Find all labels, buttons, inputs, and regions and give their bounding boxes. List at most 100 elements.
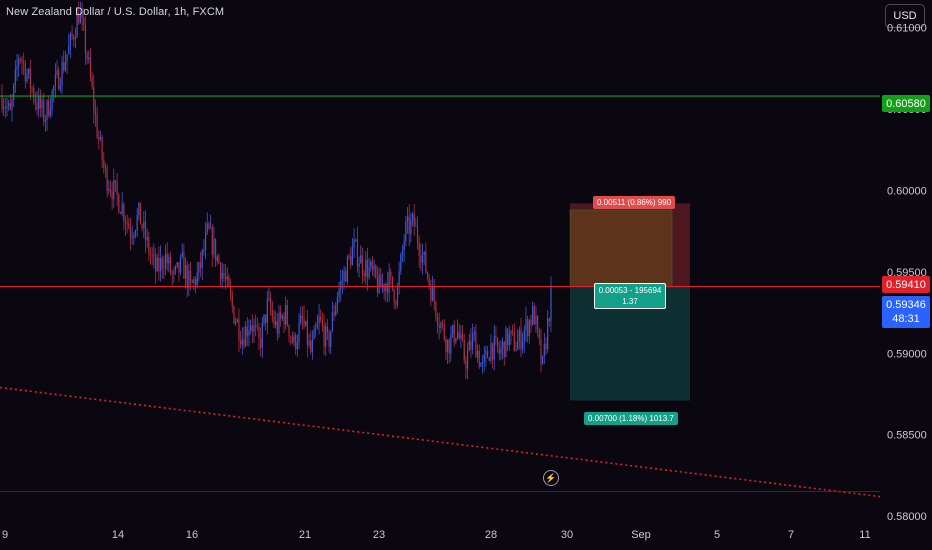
- candle-body: [31, 88, 33, 89]
- candle-body: [328, 332, 330, 347]
- candle-body: [28, 68, 30, 75]
- candle-body: [251, 325, 253, 332]
- candle-body: [214, 238, 217, 262]
- candle-body: [373, 265, 375, 270]
- candle-body: [463, 339, 465, 361]
- candle-body: [3, 107, 5, 110]
- candle-body: [338, 289, 340, 298]
- candle-body: [81, 13, 83, 18]
- candle-body: [278, 312, 280, 334]
- candle-body: [123, 204, 125, 222]
- candle-body: [203, 249, 205, 251]
- candle-body: [6, 106, 8, 109]
- time-tick-label: 7: [788, 529, 794, 541]
- candle-body: [380, 274, 382, 288]
- candle-body: [226, 276, 228, 280]
- candle-body: [156, 258, 158, 271]
- candle-body: [48, 100, 50, 116]
- price-chart-area[interactable]: [0, 0, 880, 521]
- candle-body: [420, 255, 422, 263]
- candle-body: [21, 59, 23, 63]
- candle-body: [161, 257, 163, 269]
- candle-body: [393, 289, 395, 303]
- candle-body: [493, 336, 495, 360]
- candle-body: [488, 358, 490, 361]
- candle-body: [300, 315, 302, 324]
- candle-body: [520, 329, 522, 350]
- candle-body: [540, 339, 542, 364]
- candle-body: [49, 110, 51, 116]
- candle-body: [503, 341, 505, 357]
- candle-body: [93, 87, 95, 111]
- candle-body: [153, 254, 155, 256]
- candle-body: [403, 241, 405, 251]
- candle-body: [386, 283, 389, 294]
- candle-body: [148, 237, 150, 255]
- lightning-icon[interactable]: ⚡: [543, 470, 559, 486]
- candle-body: [266, 299, 268, 324]
- candle-body: [213, 238, 215, 255]
- candle-body: [306, 321, 308, 346]
- candle-body: [543, 343, 545, 356]
- candle-body: [495, 336, 497, 339]
- candle-body: [326, 326, 328, 333]
- candle-body: [51, 90, 53, 111]
- time-tick-label: 16: [186, 529, 198, 541]
- candle-body: [375, 265, 377, 278]
- candle-body: [295, 335, 297, 350]
- candle-body: [176, 262, 178, 267]
- candle-body: [286, 305, 288, 326]
- candle-body: [261, 322, 263, 348]
- candle-body: [218, 256, 220, 264]
- candle-body: [313, 329, 315, 340]
- candle-body: [166, 253, 168, 264]
- candle-body: [241, 339, 243, 345]
- candle-body: [445, 339, 447, 352]
- candle-body: [460, 334, 462, 339]
- candle-body: [423, 251, 425, 256]
- candle-body: [290, 336, 292, 338]
- candle-body: [458, 332, 460, 339]
- candle-body: [323, 325, 325, 347]
- candle-body: [173, 271, 175, 274]
- candle-body: [370, 261, 372, 268]
- candle-body: [188, 271, 190, 288]
- candle-body: [523, 330, 525, 341]
- candle-body: [398, 271, 400, 286]
- time-axis[interactable]: 9 14 16 21 23 28 30 Sep 5 7 11: [0, 521, 932, 550]
- price-axis[interactable]: 0.610000.605000.600000.595000.590000.585…: [880, 0, 932, 521]
- candle-body: [336, 297, 339, 306]
- candle-body: [453, 325, 455, 343]
- candle-body: [517, 341, 519, 350]
- time-tick-label: 23: [373, 529, 385, 541]
- candle-body: [24, 63, 26, 82]
- candle-body: [196, 272, 198, 286]
- candle-body: [138, 202, 140, 216]
- candle-body: [510, 330, 512, 334]
- candle-body: [64, 62, 67, 71]
- candle-body: [124, 221, 127, 224]
- candle-body: [178, 262, 180, 273]
- candle-body: [53, 86, 55, 91]
- candle-body: [103, 159, 105, 168]
- candle-body: [36, 102, 38, 110]
- candle-body: [26, 74, 28, 82]
- time-tick-label: 9: [2, 529, 8, 541]
- candle-body: [146, 237, 148, 241]
- candle-body: [378, 274, 380, 293]
- position-info-label[interactable]: 0.00053 - 195694 1.37: [594, 283, 666, 309]
- candle-body: [500, 348, 502, 354]
- candle-body: [316, 323, 318, 329]
- candle-body: [191, 280, 193, 283]
- candle-body: [525, 319, 527, 331]
- candle-body: [538, 329, 540, 340]
- candle-body: [480, 363, 482, 367]
- candle-body: [216, 256, 218, 262]
- candle-body: [335, 305, 337, 316]
- currency-button[interactable]: USD: [885, 4, 925, 28]
- candle-body: [273, 316, 275, 325]
- time-tick-label: 30: [561, 529, 573, 541]
- green-level-price-label: 0.60580: [882, 95, 930, 112]
- candle-body: [108, 189, 110, 191]
- candle-body: [76, 13, 78, 38]
